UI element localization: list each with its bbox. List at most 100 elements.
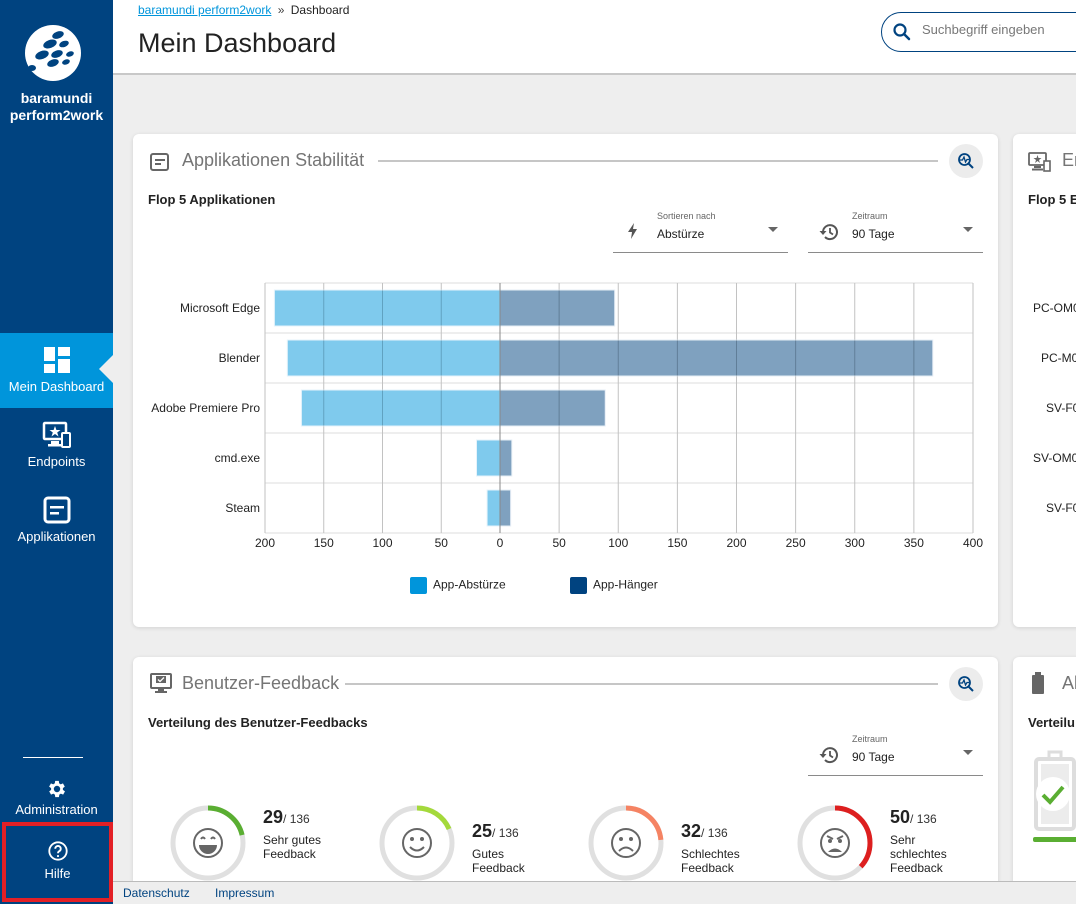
feedback-item: 32/ 136 Schlechtes Feedback <box>586 803 786 883</box>
feedback-label: Gutes Feedback <box>472 847 525 875</box>
sidebar-item-label: Endpoints <box>27 454 86 469</box>
breadcrumb-separator: » <box>277 3 285 17</box>
feedback-count: 29/ 136 <box>263 807 310 828</box>
feedback-ring <box>379 805 455 881</box>
card-title: Al <box>1062 673 1076 693</box>
feedback-ring-progress <box>797 805 873 881</box>
feedback-ring-progress <box>170 805 246 881</box>
sidebar: baramundi perform2work Mein Dashboard En… <box>0 0 113 904</box>
endpoint-label: PC-M0 <box>1041 351 1076 365</box>
feedback-item: 29/ 136 Sehr gutes Feedback <box>168 803 368 883</box>
legend-swatch <box>410 577 427 594</box>
sidebar-item-endpoints[interactable]: Endpoints <box>0 408 113 483</box>
chart-subtitle: Flop 5 Applikationen <box>148 192 276 207</box>
search-box[interactable] <box>881 12 1076 52</box>
legend-label: App-Hänger <box>593 577 658 592</box>
search-input[interactable] <box>922 22 1076 37</box>
baramundi-logo <box>25 25 81 81</box>
feedback-period-select[interactable]: Zeitraum 90 Tage <box>808 734 983 776</box>
sidebar-item-label: Administration <box>15 802 98 817</box>
feedback-count-value: 50 <box>890 807 911 827</box>
endpoints-card: En Flop 5 E PC-OM0 PC-M0 SV-F0 SV-OM0 SV… <box>1013 134 1076 627</box>
endpoints-icon <box>42 421 71 448</box>
sidebar-item-help[interactable]: Hilfe <box>2 822 113 902</box>
feedback-item: 25/ 136 Gutes Feedback <box>377 803 577 883</box>
search-icon <box>893 23 911 41</box>
feedback-ring <box>797 805 873 881</box>
feedback-label: Schlechtes Feedback <box>681 847 740 875</box>
header: baramundi perform2work » Dashboard Mein … <box>113 0 1076 75</box>
feedback-total: / 136 <box>283 812 310 826</box>
breadcrumb: baramundi perform2work » Dashboard <box>138 3 349 17</box>
feedback-ring <box>170 805 246 881</box>
card-title: En <box>1062 150 1076 170</box>
feedback-label: Sehr schlechtes Feedback <box>890 833 947 875</box>
sidebar-item-label: Hilfe <box>44 866 71 881</box>
sort-label: Sortieren nach <box>657 211 716 221</box>
angry-face-icon <box>820 828 850 858</box>
applications-icon <box>150 153 169 171</box>
details-button[interactable] <box>949 667 983 701</box>
title-divider <box>345 683 938 685</box>
breadcrumb-home-link[interactable]: baramundi perform2work <box>138 3 272 17</box>
analytics-search-icon <box>958 676 974 692</box>
sidebar-item-dashboard[interactable]: Mein Dashboard <box>0 333 113 408</box>
chevron-down-icon <box>963 227 973 232</box>
feedback-total: / 136 <box>701 826 728 840</box>
sort-value: Abstürze <box>657 227 705 241</box>
history-icon <box>819 224 838 241</box>
sort-select[interactable]: Sortieren nach Abstürze <box>613 211 788 253</box>
endpoint-label: SV-F0 <box>1046 401 1076 415</box>
feedback-label: Sehr gutes Feedback <box>263 833 322 861</box>
feedback-total: / 136 <box>910 812 937 826</box>
feedback-ring-progress <box>588 805 664 881</box>
endpoint-label: SV-F0 <box>1046 501 1076 515</box>
endpoint-label: PC-OM0 <box>1033 301 1076 315</box>
legend-swatch <box>570 577 587 594</box>
brand-name: baramundi perform2work <box>9 90 104 123</box>
page-title: Mein Dashboard <box>138 28 337 58</box>
battery-healthy-icon <box>1033 750 1076 842</box>
card-title: Benutzer-Feedback <box>182 673 340 693</box>
period-select[interactable]: Zeitraum 90 Tage <box>808 211 983 253</box>
endpoint-label: SV-OM0 <box>1033 451 1076 465</box>
feedback-count-value: 25 <box>472 821 493 841</box>
legend-item-crashes[interactable]: App-Abstürze <box>410 577 506 594</box>
feedback-count-value: 32 <box>681 821 702 841</box>
feedback-ring-progress <box>379 805 455 881</box>
period-value: 90 Tage <box>852 227 895 241</box>
battery-icon <box>1032 672 1044 694</box>
feedback-ring <box>588 805 664 881</box>
card-subtitle: Verteilu <box>1028 715 1075 730</box>
help-icon <box>47 841 68 861</box>
title-divider <box>378 160 938 162</box>
lightning-icon <box>628 223 637 239</box>
sidebar-item-label: Mein Dashboard <box>8 379 105 394</box>
sidebar-item-administration[interactable]: Administration <box>0 770 113 822</box>
gear-icon <box>48 780 65 798</box>
card-title: Applikationen Stabilität <box>182 150 365 170</box>
very-happy-face-icon <box>193 828 223 858</box>
legend-item-hangs[interactable]: App-Hänger <box>570 577 658 594</box>
privacy-link[interactable]: Datenschutz <box>123 886 190 900</box>
chevron-down-icon <box>768 227 778 232</box>
sidebar-item-applications[interactable]: Applikationen <box>0 483 113 558</box>
user-feedback-card: Benutzer-Feedback Verteilung des Benutze… <box>133 657 998 904</box>
history-icon <box>819 747 838 764</box>
sidebar-item-label: Applikationen <box>17 529 96 544</box>
details-button[interactable] <box>949 144 983 178</box>
applications-icon <box>43 496 70 524</box>
period-label: Zeitraum <box>852 734 888 744</box>
footer: Datenschutz Impressum <box>113 881 1076 904</box>
monitor-feedback-icon <box>150 673 172 693</box>
card-subtitle: Flop 5 E <box>1028 192 1076 207</box>
feedback-count: 50/ 136 <box>890 807 937 828</box>
analytics-search-icon <box>958 153 974 169</box>
chevron-down-icon <box>963 750 973 755</box>
sidebar-divider <box>23 757 83 758</box>
feedback-count: 32/ 136 <box>681 821 728 842</box>
imprint-link[interactable]: Impressum <box>215 886 275 900</box>
sad-face-icon <box>611 828 641 858</box>
feedback-subtitle: Verteilung des Benutzer-Feedbacks <box>148 715 368 730</box>
period-value: 90 Tage <box>852 750 895 764</box>
